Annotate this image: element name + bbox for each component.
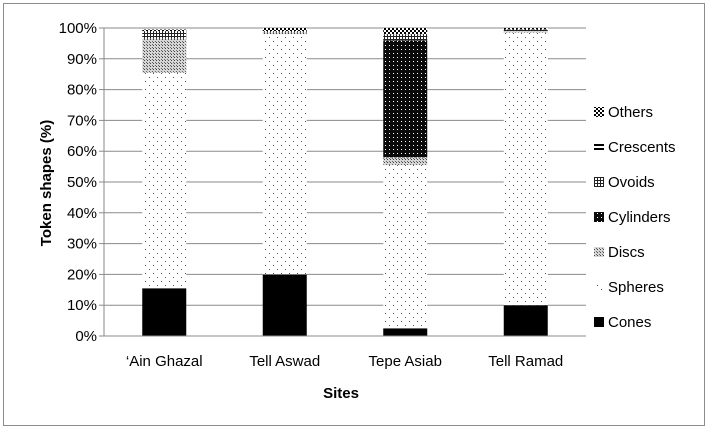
- chart-frame: [3, 3, 705, 426]
- x-tick-label: ‘Ain Ghazal: [126, 353, 203, 370]
- y-tick-label: 100%: [59, 20, 97, 37]
- legend: Others Crescents Ovoids Cylinders Discs Spher…: [594, 104, 676, 331]
- bar-segment-others: [262, 28, 307, 32]
- legend-swatch-others: [594, 107, 604, 117]
- bar-segment-spheres: [383, 165, 428, 329]
- legend-label-spheres: Spheres: [608, 279, 664, 296]
- legend-label-ovoids: Ovoids: [608, 174, 655, 191]
- y-tick-label: 20%: [67, 266, 97, 283]
- bars: [142, 28, 548, 336]
- bar-segment-discs: [383, 157, 428, 166]
- y-tick-label: 70%: [67, 112, 97, 129]
- bar-segment-cones: [142, 288, 187, 336]
- x-tick-label: Tell Aswad: [249, 353, 320, 370]
- bar-segment-cylinders: [383, 40, 428, 158]
- bar-segment-cones: [262, 274, 307, 336]
- legend-label-cones: Cones: [608, 314, 651, 331]
- bar-segment-ovoids: [383, 34, 428, 41]
- y-tick-label: 80%: [67, 82, 97, 99]
- bar-segment-ovoids: [503, 29, 548, 32]
- legend-swatch-cones: [594, 317, 604, 327]
- bar-segment-ovoids: [262, 31, 307, 33]
- bar-segment-spheres: [503, 32, 548, 306]
- legend-swatch-ovoids: [594, 177, 604, 187]
- legend-swatch-crescents: [594, 142, 604, 152]
- y-tick-label: 10%: [67, 297, 97, 314]
- bar-segment-spheres: [262, 34, 307, 275]
- bar-segment-spheres: [142, 72, 187, 289]
- y-tick-label: 40%: [67, 205, 97, 222]
- legend-label-others: Others: [608, 104, 653, 121]
- y-tick-label: 60%: [67, 143, 97, 160]
- legend-label-discs: Discs: [608, 244, 645, 261]
- x-tick-label: Tell Ramad: [488, 353, 563, 370]
- legend-swatch-cylinders: [594, 212, 604, 222]
- y-tick-label: 50%: [67, 174, 97, 191]
- y-tick-label: 30%: [67, 236, 97, 253]
- legend-label-cylinders: Cylinders: [608, 209, 671, 226]
- bar-segment-others: [503, 28, 548, 30]
- x-tick-label: Tepe Asiab: [369, 353, 442, 370]
- bar-segment-ovoids: [142, 31, 187, 39]
- y-tick-label: 0%: [75, 328, 97, 345]
- bar-segment-cones: [383, 328, 428, 336]
- bar-segment-others: [142, 29, 187, 32]
- axes: 0% 10% 20% 30% 40% 50% 60% 70% 80% 90% 100% ‘Ain Gh…: [59, 20, 586, 370]
- bar-segment-discs: [262, 32, 307, 35]
- bar-segment-discs: [503, 31, 548, 33]
- x-axis-title: Sites: [323, 385, 359, 402]
- legend-swatch-discs: [594, 247, 604, 257]
- y-tick-label: 90%: [67, 51, 97, 68]
- bar-segment-others: [383, 28, 428, 35]
- legend-swatch-spheres: [594, 282, 604, 292]
- y-axis-title: Token shapes (%): [38, 120, 55, 246]
- bar-segment-discs: [142, 38, 187, 73]
- legend-label-crescents: Crescents: [608, 139, 676, 156]
- bar-segment-cones: [503, 305, 548, 336]
